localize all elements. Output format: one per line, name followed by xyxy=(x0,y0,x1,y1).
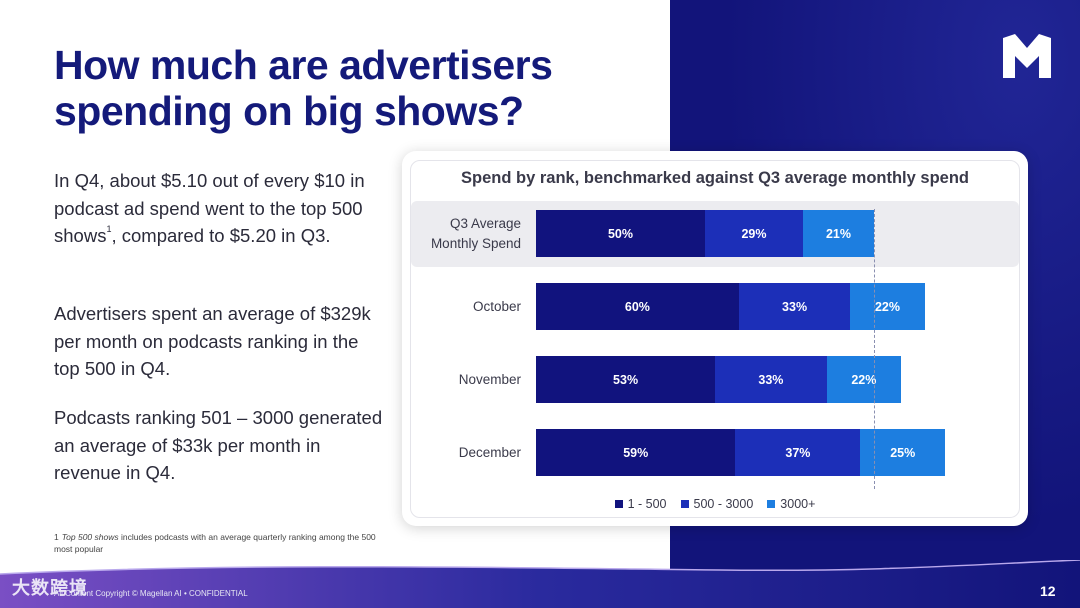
bar-segment: 59% xyxy=(536,429,736,476)
paragraph1-text-b: , compared to $5.20 in Q3. xyxy=(111,225,331,246)
bar-segment: 22% xyxy=(850,283,925,330)
row-label-line: Q3 Average xyxy=(449,215,521,231)
q3-reference-line xyxy=(874,209,875,489)
paragraph-mid-rank-revenue: Podcasts ranking 501 – 3000 generated an… xyxy=(54,407,383,483)
chart-title: Spend by rank, benchmarked against Q3 av… xyxy=(461,169,969,187)
footnote-ref: 1 xyxy=(106,224,112,234)
bar-segment: 33% xyxy=(715,356,827,403)
chart-card-border xyxy=(410,160,1020,518)
bar-segment: 33% xyxy=(738,283,851,330)
footnote-text: includes podcasts with an average quarte… xyxy=(54,532,376,554)
row-label-line: Monthly Spend xyxy=(430,235,521,251)
bottom-wave-band xyxy=(0,560,1080,608)
legend-swatch xyxy=(767,500,776,508)
row-label-line: November xyxy=(458,371,521,387)
paragraph1-text-a: In Q4, about $5.10 out of every $10 in p… xyxy=(54,170,365,246)
legend-label: 3000+ xyxy=(780,497,816,511)
row-label: Q3 Average Monthly Spend xyxy=(411,214,521,254)
paragraph-average-spend: Advertisers spent an average of $329k pe… xyxy=(54,303,371,379)
legend-label: 500 - 3000 xyxy=(693,497,754,511)
title-line-2: spending on big shows? xyxy=(54,88,524,134)
bar-segment: 53% xyxy=(536,356,716,403)
footnote: 1 Top 500 shows includes podcasts with an… xyxy=(54,531,384,555)
slide-title: How much are advertisers spending on big… xyxy=(54,42,654,134)
row-label: December xyxy=(411,443,521,463)
legend-item: 500 - 3000 xyxy=(680,497,754,511)
row-label: October xyxy=(411,297,521,317)
bar-segment: 60% xyxy=(536,283,739,330)
bar-segment: 29% xyxy=(705,210,804,257)
title-line-1: How much are advertisers xyxy=(54,42,553,88)
row-label: November xyxy=(411,370,521,390)
bar-segment: 50% xyxy=(536,210,705,257)
legend-item: 3000+ xyxy=(767,497,815,511)
page-number: 12 xyxy=(1040,583,1056,599)
footnote-emphasis: Top 500 shows xyxy=(61,532,119,542)
legend-item: 1 - 500 xyxy=(614,497,667,511)
magellan-logo-icon xyxy=(1003,34,1051,78)
watermark: 大数跨境 xyxy=(12,578,88,598)
bar-segment: 21% xyxy=(803,210,874,257)
paragraph-top500-share: In Q4, about $5.10 out of every $10 in p… xyxy=(54,167,384,250)
row-label-line: October xyxy=(472,298,521,314)
chart-legend: 1 - 500 500 - 3000 3000+ xyxy=(402,497,1028,511)
bar-segment: 22% xyxy=(826,356,902,403)
footnote-number: 1 xyxy=(54,532,59,542)
legend-swatch xyxy=(680,500,689,508)
legend-label: 1 - 500 xyxy=(627,497,667,511)
legend-swatch xyxy=(614,500,623,508)
bar-segment: 37% xyxy=(735,429,861,476)
row-label-line: December xyxy=(458,444,521,460)
copyright-notice: All Content Copyright © Magellan AI • CO… xyxy=(54,589,248,598)
